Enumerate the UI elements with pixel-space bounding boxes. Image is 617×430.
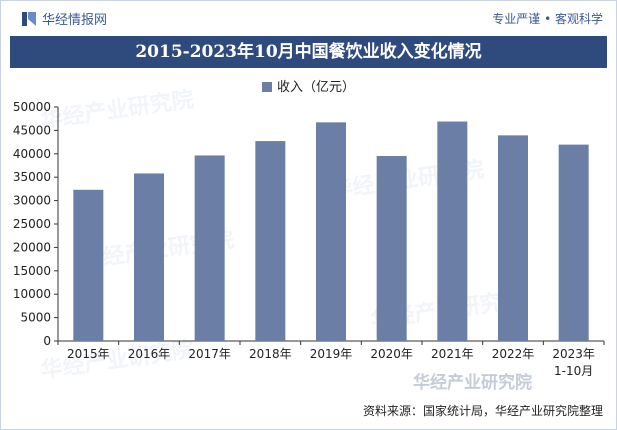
watermark-logo: 华经产业研究院: [413, 368, 532, 393]
y-tick-label: 50000: [13, 100, 51, 114]
x-tick-label: 2019年: [310, 347, 353, 361]
top-bar: 华经情报网 专业严谨 • 客观科学: [0, 0, 617, 36]
bar: [558, 144, 589, 341]
legend-label: 收入（亿元）: [276, 80, 355, 95]
bar: [437, 121, 468, 341]
x-tick-label: 2021年: [431, 347, 474, 361]
bar: [134, 173, 164, 341]
y-tick-label: 20000: [13, 240, 51, 254]
y-tick-label: 30000: [13, 194, 51, 208]
bar: [498, 135, 528, 341]
x-tick-label: 1-10月: [554, 364, 593, 378]
bar: [316, 122, 346, 341]
bar: [194, 155, 225, 341]
y-tick-label: 10000: [13, 287, 51, 301]
slogan: 专业严谨 • 客观科学: [492, 12, 603, 26]
legend-swatch: [261, 81, 272, 92]
bar: [255, 141, 286, 341]
chart-legend: 收入（亿元）: [0, 76, 617, 95]
x-tick-label: 2022年: [492, 347, 535, 361]
x-tick-label: 2023年: [552, 347, 595, 361]
y-tick-label: 40000: [13, 147, 51, 161]
brand-name: 华经情报网: [42, 13, 108, 28]
y-tick-label: 45000: [13, 123, 51, 137]
x-tick-label: 2015年: [67, 347, 110, 361]
y-tick-label: 15000: [13, 264, 51, 278]
data-source: 资料来源：国家统计局，华经产业研究院整理: [362, 404, 603, 418]
x-tick-label: 2017年: [188, 347, 231, 361]
brand-logo-icon: [22, 11, 36, 26]
y-tick-label: 0: [43, 334, 51, 348]
x-tick-label: 2016年: [128, 347, 171, 361]
watermark-logo-text: 华经产业研究院: [413, 373, 532, 393]
x-tick-label: 2018年: [249, 347, 292, 361]
bar: [376, 156, 407, 341]
y-tick-label: 25000: [13, 217, 51, 231]
y-tick-label: 35000: [13, 170, 51, 184]
chart-title: 2015-2023年10月中国餐饮业收入变化情况: [10, 36, 607, 68]
brand: 华经情报网: [22, 9, 107, 28]
bar: [73, 189, 104, 341]
y-tick-label: 5000: [20, 311, 51, 325]
x-tick-label: 2020年: [370, 347, 413, 361]
